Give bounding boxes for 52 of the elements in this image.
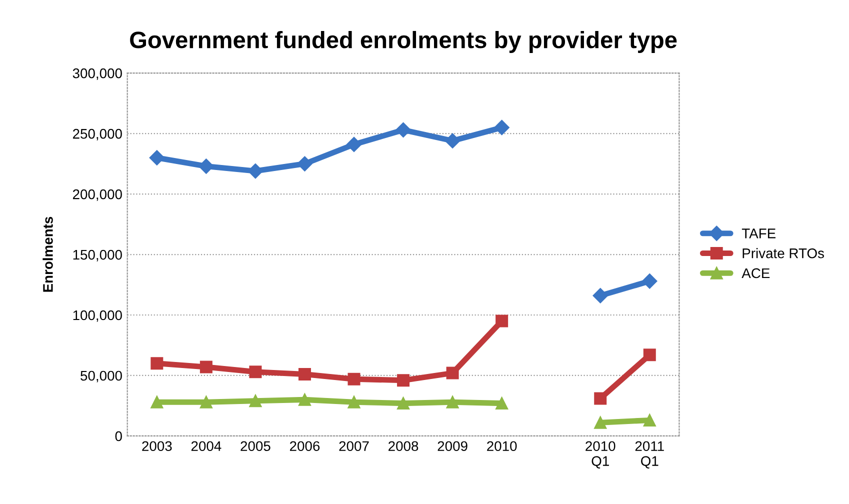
point bbox=[446, 366, 459, 380]
point bbox=[150, 396, 164, 408]
point bbox=[348, 372, 360, 386]
chart-title: Government funded enrolments by provider type bbox=[130, 30, 677, 53]
point bbox=[346, 136, 362, 152]
point bbox=[496, 397, 508, 410]
point bbox=[200, 360, 212, 374]
x-tick-label: 2008 bbox=[388, 441, 418, 452]
x-tick-label: 2006 bbox=[290, 441, 320, 452]
y-tick-label: 300,000 bbox=[72, 68, 122, 80]
y-tick-label: 200,000 bbox=[72, 189, 122, 201]
legend-label: ACE bbox=[742, 268, 770, 278]
x-tick-label: 2011 Q1 bbox=[635, 441, 664, 468]
x-tick-label: 2009 bbox=[438, 441, 468, 452]
point bbox=[396, 122, 411, 138]
x-tick-label: 2004 bbox=[191, 441, 222, 452]
point bbox=[249, 366, 262, 378]
point bbox=[298, 368, 311, 381]
point bbox=[249, 394, 262, 408]
point bbox=[397, 397, 410, 410]
point bbox=[200, 396, 212, 408]
point bbox=[444, 133, 460, 148]
point bbox=[198, 158, 214, 174]
point bbox=[594, 392, 607, 405]
point bbox=[397, 374, 410, 387]
point bbox=[248, 163, 264, 179]
y-tick-label: 50,000 bbox=[80, 370, 122, 382]
x-tick-label: 2003 bbox=[142, 441, 172, 452]
point bbox=[643, 348, 656, 362]
point bbox=[494, 120, 510, 136]
point bbox=[592, 288, 608, 304]
point bbox=[594, 416, 607, 429]
legend-label: TAFE bbox=[742, 228, 776, 238]
y-tick-label: 100,000 bbox=[73, 310, 122, 322]
point bbox=[348, 396, 360, 408]
point bbox=[446, 396, 459, 408]
legend-label: Private RTOs bbox=[742, 248, 824, 258]
point bbox=[298, 393, 311, 406]
point bbox=[149, 150, 164, 166]
point bbox=[496, 314, 508, 328]
point bbox=[297, 156, 312, 172]
x-tick-label: 2010 Q1 bbox=[586, 441, 616, 468]
point bbox=[643, 414, 656, 426]
y-axis-title: Enrolments bbox=[42, 216, 53, 292]
point bbox=[642, 274, 658, 289]
x-tick-label: 2010 bbox=[487, 441, 517, 452]
point bbox=[150, 357, 164, 370]
y-tick-label: 0 bbox=[115, 431, 122, 442]
x-tick-label: 2005 bbox=[240, 441, 270, 452]
y-tick-label: 250,000 bbox=[72, 128, 122, 140]
y-tick-label: 150,000 bbox=[73, 250, 122, 262]
x-tick-label: 2007 bbox=[339, 441, 369, 452]
